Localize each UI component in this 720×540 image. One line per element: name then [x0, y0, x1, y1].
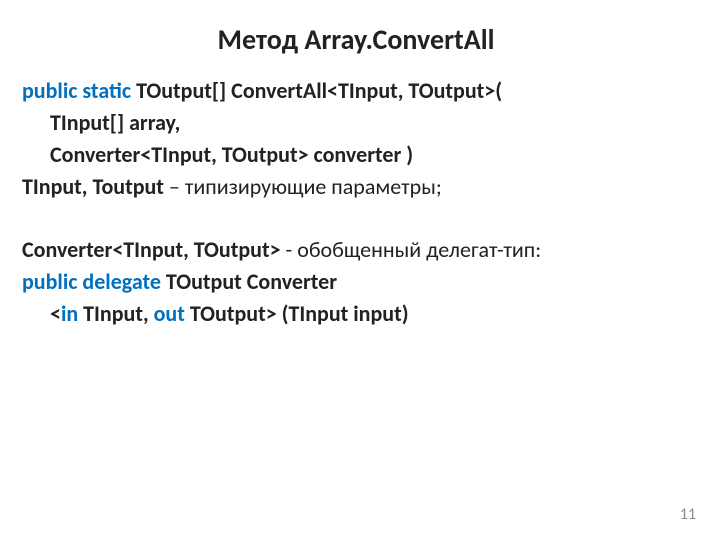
code-line-1: public static TOutput[] ConvertAll<TInpu…: [22, 75, 690, 107]
slide-title: Метод Array.ConvertAll: [22, 22, 690, 57]
keyword-public-static: public static: [22, 77, 131, 104]
code-line-6: public delegate TOutput Converter: [22, 266, 690, 298]
text-line-4: TInput, Toutput – типизирующие параметры…: [22, 171, 690, 203]
code-text: Converter<TInput, TOutput>: [22, 236, 281, 263]
plain-text: – типизирующие параметры;: [164, 173, 442, 200]
code-text: TInput, Toutput: [22, 173, 164, 200]
keyword-public: public: [22, 268, 77, 295]
keyword-out: out: [154, 300, 185, 327]
plain-text: - обобщенный делегат-тип:: [281, 236, 542, 263]
code-text: TInput,: [78, 300, 153, 327]
code-text: TOutput> (TInput input): [185, 300, 409, 327]
code-text: TOutput[] ConvertAll<TInput, TOutput>(: [131, 77, 502, 104]
code-text: TOutput Converter: [161, 268, 337, 295]
code-text: <: [50, 300, 61, 327]
keyword-in: in: [61, 300, 78, 327]
slide-body: public static TOutput[] ConvertAll<TInpu…: [22, 75, 690, 330]
code-line-2: TInput[] array,: [22, 107, 690, 139]
code-line-3: Converter<TInput, TOutput> converter ): [22, 139, 690, 171]
page-number: 11: [680, 505, 696, 524]
keyword-delegate: delegate: [82, 268, 161, 295]
code-line-7: <in TInput, out TOutput> (TInput input): [22, 298, 690, 330]
text-line-5: Converter<TInput, TOutput> - обобщенный …: [22, 234, 690, 266]
blank-line: [22, 203, 690, 235]
slide: Метод Array.ConvertAll public static TOu…: [0, 0, 720, 540]
